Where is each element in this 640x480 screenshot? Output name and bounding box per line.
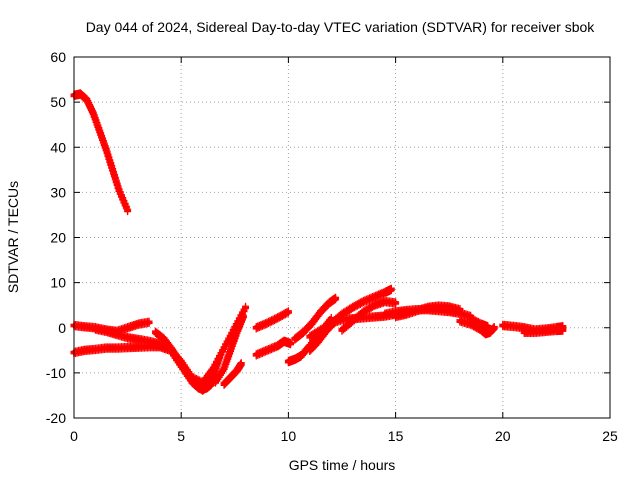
series-arc-17 — [392, 301, 464, 322]
y-tick-label: 30 — [50, 184, 66, 200]
series-arc-3 — [70, 342, 215, 394]
data-point — [239, 314, 247, 322]
x-tick-label: 25 — [602, 428, 618, 444]
series-arc-8 — [252, 307, 292, 333]
x-tick-label: 5 — [177, 428, 185, 444]
plot-frame — [73, 56, 611, 419]
data-point — [124, 208, 132, 216]
data-point — [145, 320, 153, 328]
x-tick-label: 0 — [70, 428, 78, 444]
y-tick-label: -20 — [46, 410, 66, 426]
data-point — [456, 307, 464, 315]
series-arc-11 — [291, 293, 340, 344]
y-axis-ticks: -20 -10 0 10 20 30 40 50 60 — [46, 49, 610, 426]
data-point — [392, 300, 400, 308]
x-axis-label: GPS time / hours — [289, 457, 396, 473]
data-point — [559, 327, 567, 335]
data-point — [216, 354, 224, 362]
y-tick-label: -10 — [46, 365, 66, 381]
data-point — [490, 325, 498, 333]
data-point — [284, 309, 292, 317]
x-tick-label: 15 — [388, 428, 404, 444]
chart-title: Day 044 of 2024, Sidereal Day-to-day VTE… — [86, 19, 596, 35]
series-arc-6 — [212, 311, 247, 387]
y-tick-label: 0 — [58, 320, 66, 336]
series-arc-1 — [70, 89, 132, 216]
plot-area — [70, 89, 567, 395]
y-tick-label: 50 — [50, 94, 66, 110]
y-tick-label: 20 — [50, 230, 66, 246]
data-point — [237, 361, 245, 369]
y-axis-label: SDTVAR / TECUs — [5, 181, 21, 293]
data-point — [387, 287, 395, 295]
series-arc-7 — [220, 359, 245, 389]
data-point — [242, 305, 250, 313]
data-point — [332, 296, 340, 304]
data-point — [484, 324, 492, 332]
series-arc-19 — [467, 314, 492, 332]
x-tick-label: 10 — [281, 428, 297, 444]
y-tick-label: 40 — [50, 139, 66, 155]
series-arc-9 — [252, 336, 295, 360]
x-axis-ticks: 0 5 10 15 20 25 — [70, 57, 618, 444]
data-point — [287, 341, 295, 349]
series-arc-15 — [338, 296, 400, 335]
grid-lines — [74, 57, 610, 418]
y-tick-label: 10 — [50, 275, 66, 291]
y-tick-label: 60 — [50, 49, 66, 65]
x-tick-label: 20 — [495, 428, 511, 444]
series-arc-21 — [520, 325, 567, 337]
